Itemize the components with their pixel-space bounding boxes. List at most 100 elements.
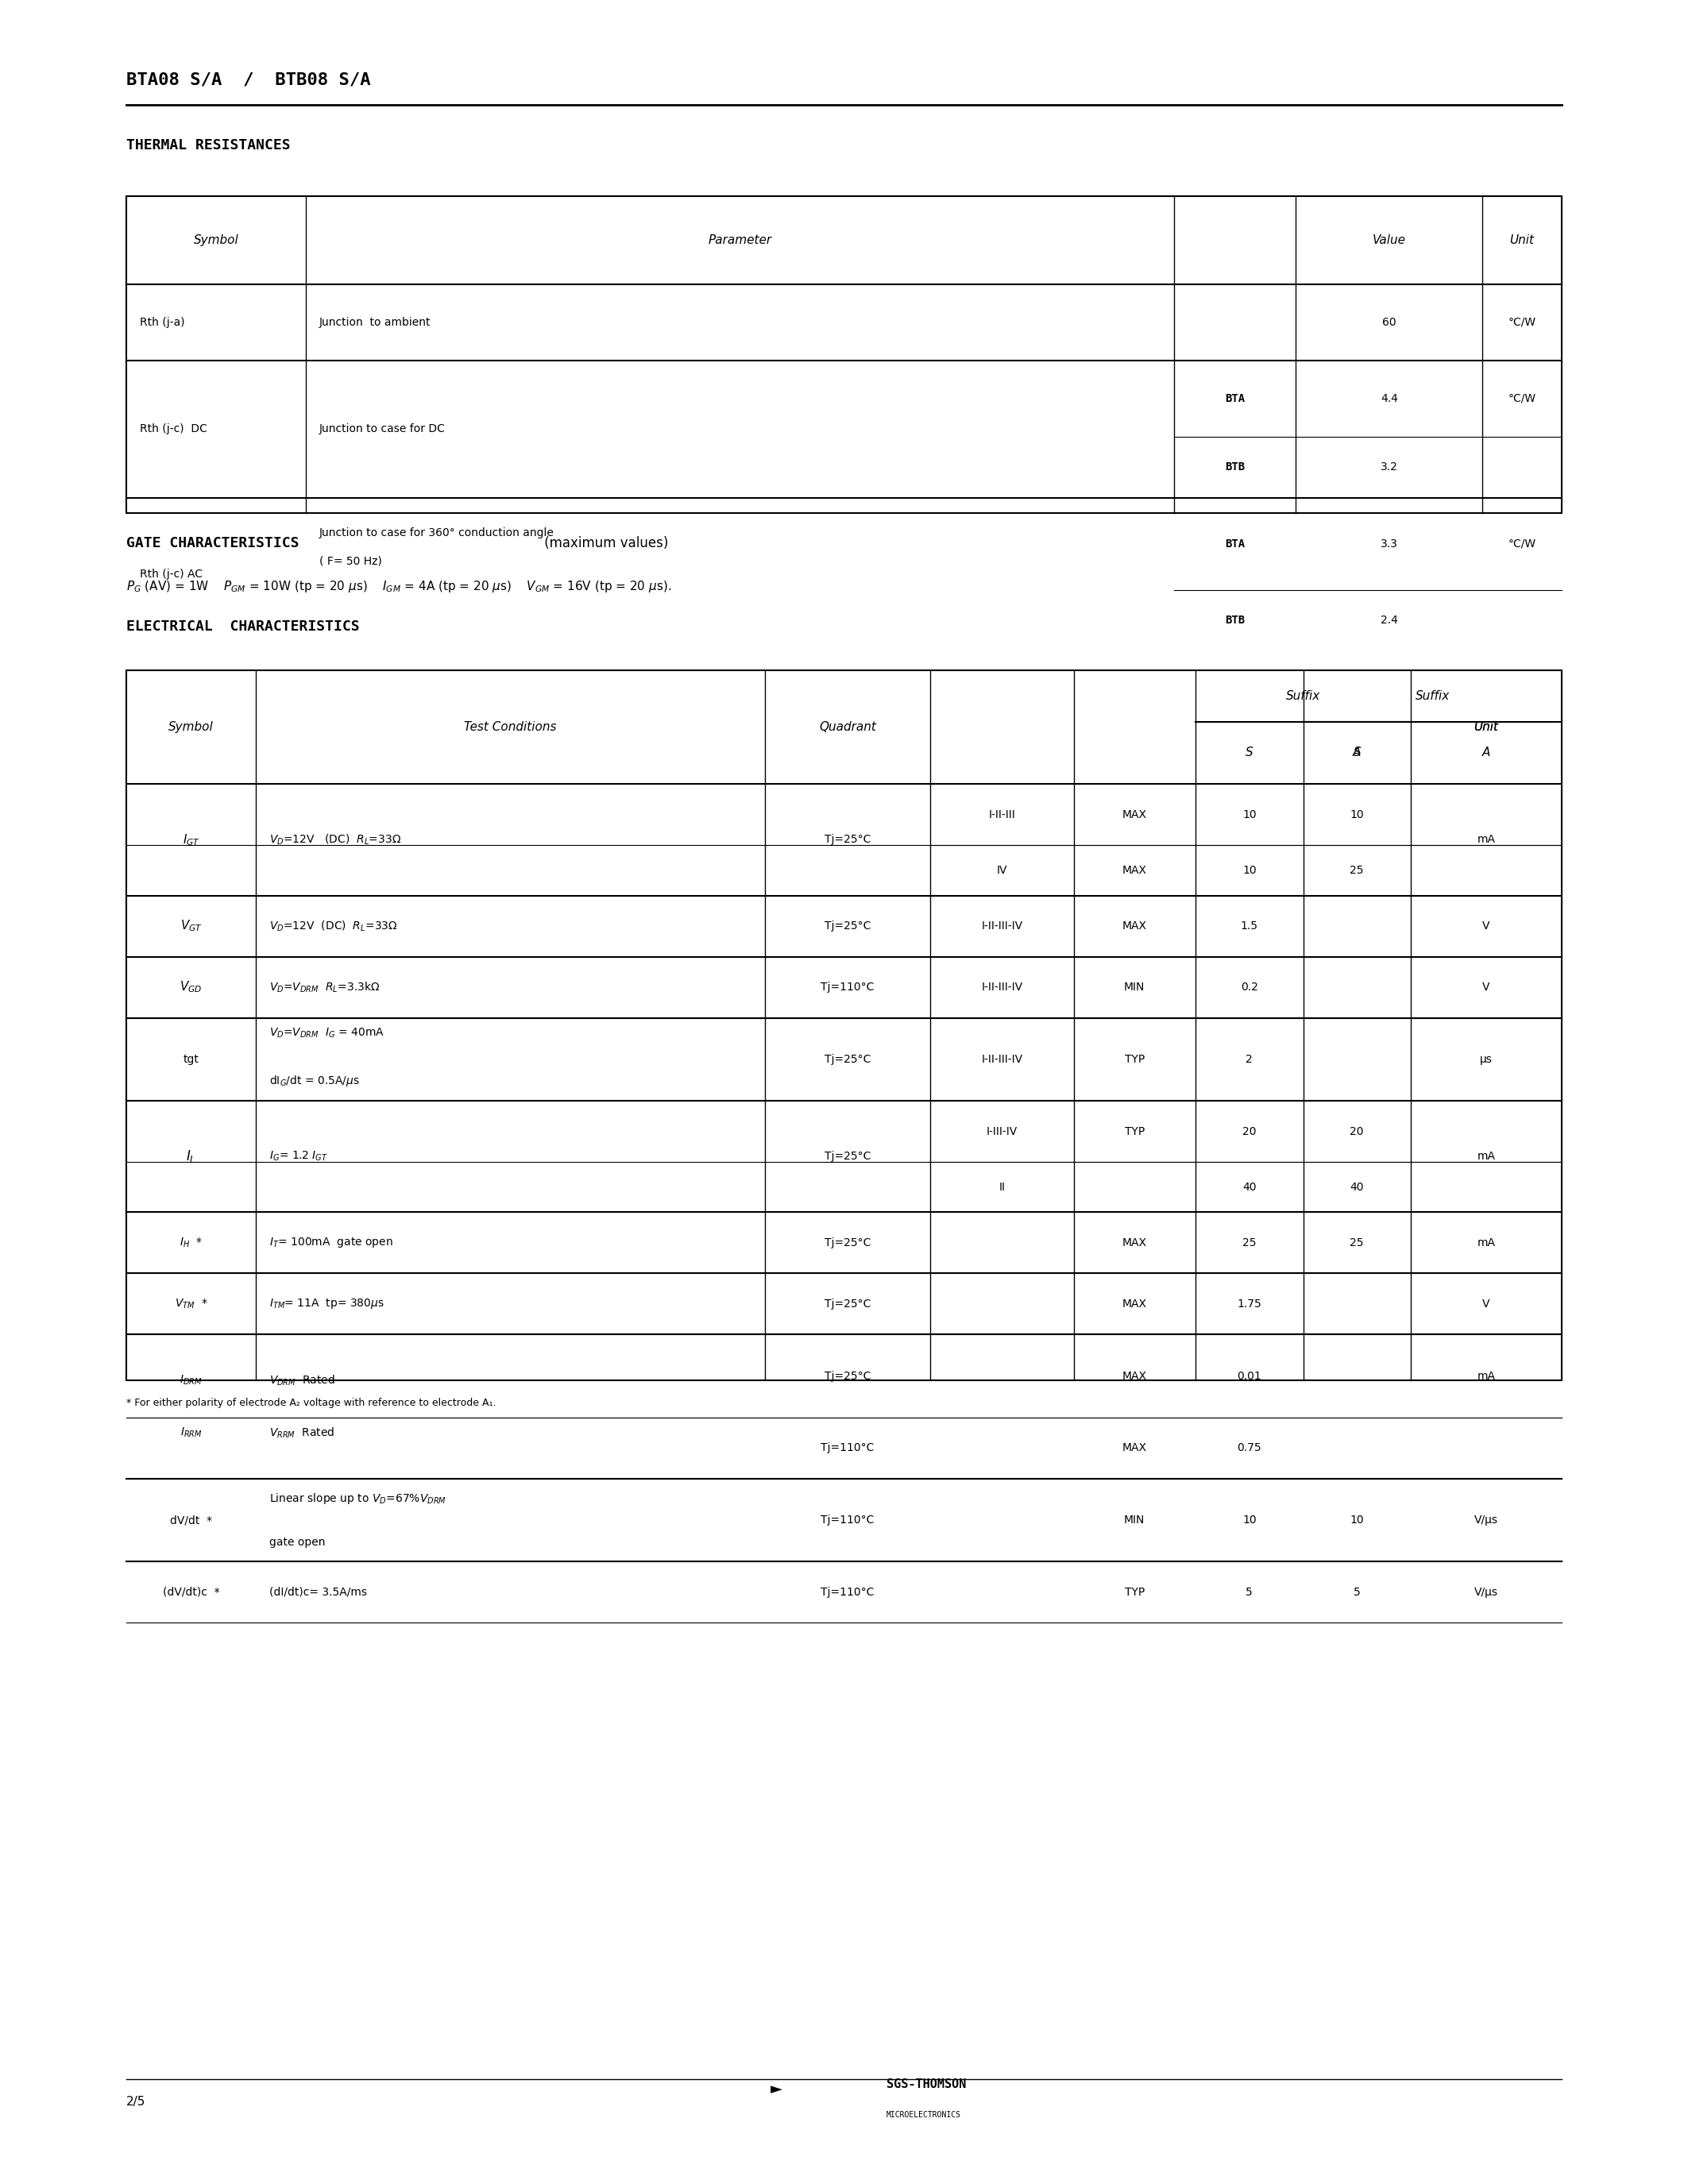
Text: $V_D$=$V_{DRM}$  $I_G$ = 40mA: $V_D$=$V_{DRM}$ $I_G$ = 40mA — [270, 1026, 385, 1040]
Text: THERMAL RESISTANCES: THERMAL RESISTANCES — [127, 138, 290, 153]
Text: gate open: gate open — [270, 1535, 326, 1548]
Text: $I_{RRM}$: $I_{RRM}$ — [181, 1426, 203, 1439]
Text: $P_G$ (AV) = 1W    $P_{GM}$ = 10W (tp = 20 $\mu$s)    $I_{GM}$ = 4A (tp = 20 $\m: $P_G$ (AV) = 1W $P_{GM}$ = 10W (tp = 20 … — [127, 579, 672, 594]
Text: ELECTRICAL  CHARACTERISTICS: ELECTRICAL CHARACTERISTICS — [127, 618, 360, 633]
Text: MAX: MAX — [1123, 1236, 1146, 1249]
Text: μs: μs — [1480, 1053, 1492, 1066]
Text: Tj=110°C: Tj=110°C — [820, 1514, 874, 1527]
Text: $I_H$  *: $I_H$ * — [179, 1236, 203, 1249]
Text: V: V — [1482, 981, 1491, 994]
Text: Rth (j-a): Rth (j-a) — [140, 317, 186, 328]
Text: ( F= 50 Hz): ( F= 50 Hz) — [319, 555, 381, 568]
Text: IV: IV — [996, 865, 1008, 876]
Text: °C/W: °C/W — [1507, 537, 1536, 550]
Text: 20: 20 — [1242, 1125, 1256, 1138]
Text: Suffix: Suffix — [1286, 690, 1320, 701]
Text: 60: 60 — [1382, 317, 1396, 328]
Text: BTA08 S/A  /  BTB08 S/A: BTA08 S/A / BTB08 S/A — [127, 72, 371, 87]
Text: 10: 10 — [1242, 808, 1256, 821]
Text: 0.75: 0.75 — [1237, 1441, 1261, 1455]
Text: 25: 25 — [1242, 1236, 1256, 1249]
Text: MAX: MAX — [1123, 1297, 1146, 1310]
Text: $I_L$: $I_L$ — [186, 1149, 196, 1164]
Text: I-II-III-IV: I-II-III-IV — [981, 919, 1023, 933]
Text: Symbol: Symbol — [194, 234, 238, 247]
Text: 10: 10 — [1350, 808, 1364, 821]
Text: 20: 20 — [1350, 1125, 1364, 1138]
Text: (dV/dt)c  *: (dV/dt)c * — [162, 1586, 219, 1599]
Text: II: II — [999, 1182, 1004, 1192]
Text: TYP: TYP — [1124, 1125, 1144, 1138]
Text: MAX: MAX — [1123, 865, 1146, 876]
Text: BTA: BTA — [1225, 537, 1246, 550]
Text: S: S — [1246, 747, 1252, 758]
Text: mA: mA — [1477, 1369, 1496, 1382]
Text: (maximum values): (maximum values) — [540, 535, 668, 550]
Text: BTB: BTB — [1225, 461, 1246, 474]
Text: S: S — [1354, 747, 1361, 758]
Text: I-II-III-IV: I-II-III-IV — [981, 981, 1023, 994]
Text: 2.4: 2.4 — [1381, 614, 1398, 627]
Text: $I_G$= 1.2 $I_{GT}$: $I_G$= 1.2 $I_{GT}$ — [270, 1151, 327, 1162]
Text: tgt: tgt — [184, 1053, 199, 1066]
Text: I-II-III-IV: I-II-III-IV — [981, 1053, 1023, 1066]
Text: $V_D$=$V_{DRM}$  $R_L$=3.3k$\Omega$: $V_D$=$V_{DRM}$ $R_L$=3.3k$\Omega$ — [270, 981, 380, 994]
Text: 10: 10 — [1350, 1514, 1364, 1527]
Text: $I_T$= 100mA  gate open: $I_T$= 100mA gate open — [270, 1236, 393, 1249]
Text: $V_{RRM}$  Rated: $V_{RRM}$ Rated — [270, 1426, 334, 1439]
Text: 10: 10 — [1242, 1514, 1256, 1527]
Text: Tj=110°C: Tj=110°C — [820, 1586, 874, 1599]
Text: °C/W: °C/W — [1507, 317, 1536, 328]
Text: Tj=25°C: Tj=25°C — [824, 1236, 871, 1249]
Text: A: A — [1352, 747, 1361, 758]
Text: MAX: MAX — [1123, 919, 1146, 933]
Text: dV/dt  *: dV/dt * — [170, 1514, 213, 1527]
Text: GATE CHARACTERISTICS: GATE CHARACTERISTICS — [127, 535, 299, 550]
Text: MIN: MIN — [1124, 1514, 1144, 1527]
Text: Tj=25°C: Tj=25°C — [824, 919, 871, 933]
Text: Tj=110°C: Tj=110°C — [820, 1441, 874, 1455]
Text: 5: 5 — [1246, 1586, 1252, 1599]
Text: Unit: Unit — [1474, 721, 1499, 734]
Bar — [127, 197, 1561, 513]
Text: I-II-III: I-II-III — [989, 808, 1014, 821]
Text: $I_{DRM}$: $I_{DRM}$ — [181, 1374, 203, 1387]
Text: $V_{GD}$: $V_{GD}$ — [181, 981, 203, 994]
Text: dI$_G$/dt = 0.5A/$\mu$s: dI$_G$/dt = 0.5A/$\mu$s — [270, 1075, 360, 1088]
Text: MAX: MAX — [1123, 1441, 1146, 1455]
Text: 3.2: 3.2 — [1381, 461, 1398, 474]
Text: Rth (j-c)  DC: Rth (j-c) DC — [140, 424, 208, 435]
Text: Symbol: Symbol — [169, 721, 214, 734]
Text: 25: 25 — [1350, 865, 1364, 876]
Text: V/μs: V/μs — [1474, 1586, 1497, 1599]
Text: 2: 2 — [1246, 1053, 1252, 1066]
Text: A: A — [1482, 747, 1491, 758]
Text: 4.4: 4.4 — [1381, 393, 1398, 404]
Text: mA: mA — [1477, 1151, 1496, 1162]
Text: MICROELECTRONICS: MICROELECTRONICS — [886, 2110, 960, 2118]
Text: V: V — [1482, 919, 1491, 933]
Text: $V_{TM}$  *: $V_{TM}$ * — [174, 1297, 208, 1310]
Text: MIN: MIN — [1124, 981, 1144, 994]
Text: Tj=25°C: Tj=25°C — [824, 1297, 871, 1310]
Text: Suffix: Suffix — [1415, 690, 1450, 701]
Text: Quadrant: Quadrant — [819, 721, 876, 734]
Text: Tj=25°C: Tj=25°C — [824, 1369, 871, 1382]
Text: $V_D$=12V   (DC)  $R_L$=33$\Omega$: $V_D$=12V (DC) $R_L$=33$\Omega$ — [270, 832, 402, 847]
Text: Parameter: Parameter — [709, 234, 771, 247]
Text: °C/W: °C/W — [1507, 393, 1536, 404]
Text: TYP: TYP — [1124, 1053, 1144, 1066]
Text: $I_{GT}$: $I_{GT}$ — [182, 832, 199, 847]
Text: 40: 40 — [1350, 1182, 1364, 1192]
Bar — [127, 670, 1561, 1380]
Text: Junction to case for 360° conduction angle: Junction to case for 360° conduction ang… — [319, 526, 554, 539]
Text: Unit: Unit — [1474, 721, 1499, 734]
Text: SGS-THOMSON: SGS-THOMSON — [886, 2079, 966, 2090]
Text: 1.75: 1.75 — [1237, 1297, 1261, 1310]
Text: I-III-IV: I-III-IV — [986, 1125, 1018, 1138]
Text: mA: mA — [1477, 1236, 1496, 1249]
Text: Test Conditions: Test Conditions — [464, 721, 557, 734]
Text: ►: ► — [770, 2081, 783, 2097]
Text: Unit: Unit — [1509, 234, 1534, 247]
Text: $I_{TM}$= 11A  tp= 380$\mu$s: $I_{TM}$= 11A tp= 380$\mu$s — [270, 1297, 385, 1310]
